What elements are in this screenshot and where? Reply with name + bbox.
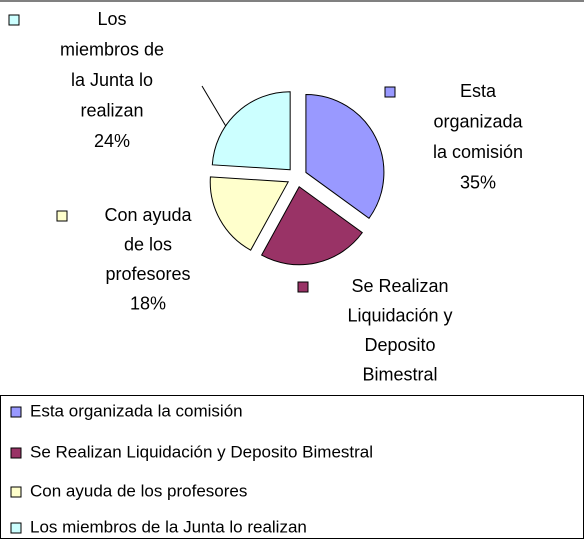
pie-slice bbox=[209, 176, 290, 251]
legend-swatch bbox=[10, 522, 22, 534]
value-label: 24% bbox=[94, 131, 130, 151]
slice-label: Los miembros de la Junta lo realizan bbox=[60, 9, 164, 121]
slice-label-line: de los bbox=[124, 234, 172, 254]
slice-label-line: profesores bbox=[105, 264, 190, 284]
slice-label: Esta organizada la comisión bbox=[433, 81, 524, 162]
value-label: 35% bbox=[460, 172, 496, 192]
legend-swatch bbox=[10, 486, 22, 498]
legend-swatch bbox=[10, 447, 22, 459]
slice-label-line: la Junta lo bbox=[71, 70, 153, 90]
slice-label-line: Liquidación y bbox=[347, 305, 452, 325]
legend-entry: Esta organizada la comisión bbox=[30, 401, 243, 420]
slice-label-line: Bimestral bbox=[362, 364, 437, 384]
pie-slice bbox=[211, 91, 291, 171]
label-marker bbox=[384, 86, 396, 98]
slice-label-line: Con ayuda bbox=[104, 205, 192, 225]
slice-label-line: organizada bbox=[433, 111, 523, 131]
label-marker bbox=[56, 210, 68, 222]
slice-label-line: miembros de bbox=[60, 39, 164, 59]
slice-label-line: Se Realizan bbox=[351, 276, 448, 296]
slice-label-line: realizan bbox=[80, 100, 143, 120]
value-label: 18% bbox=[130, 293, 166, 313]
slice-label-line: Deposito bbox=[364, 335, 435, 355]
legend-swatch bbox=[10, 406, 22, 418]
label-marker bbox=[8, 14, 20, 26]
slice-label-line: Esta bbox=[460, 81, 497, 101]
slice-label: Se Realizan Liquidación y Deposito Bimestra… bbox=[347, 276, 452, 385]
legend-entry: Los miembros de la Junta lo realizan bbox=[30, 517, 307, 536]
slice-label-line: Los bbox=[97, 9, 126, 29]
label-marker bbox=[297, 281, 309, 293]
legend-entry: Con ayuda de los profesores bbox=[30, 481, 247, 500]
pie-slice bbox=[260, 186, 363, 266]
slice-label: Con ayuda de los profesores bbox=[104, 205, 192, 284]
pie-slice bbox=[305, 93, 385, 220]
legend-entry: Se Realizan Liquidación y Deposito Bimes… bbox=[30, 442, 373, 461]
slice-label-line: la comisión bbox=[433, 142, 523, 162]
